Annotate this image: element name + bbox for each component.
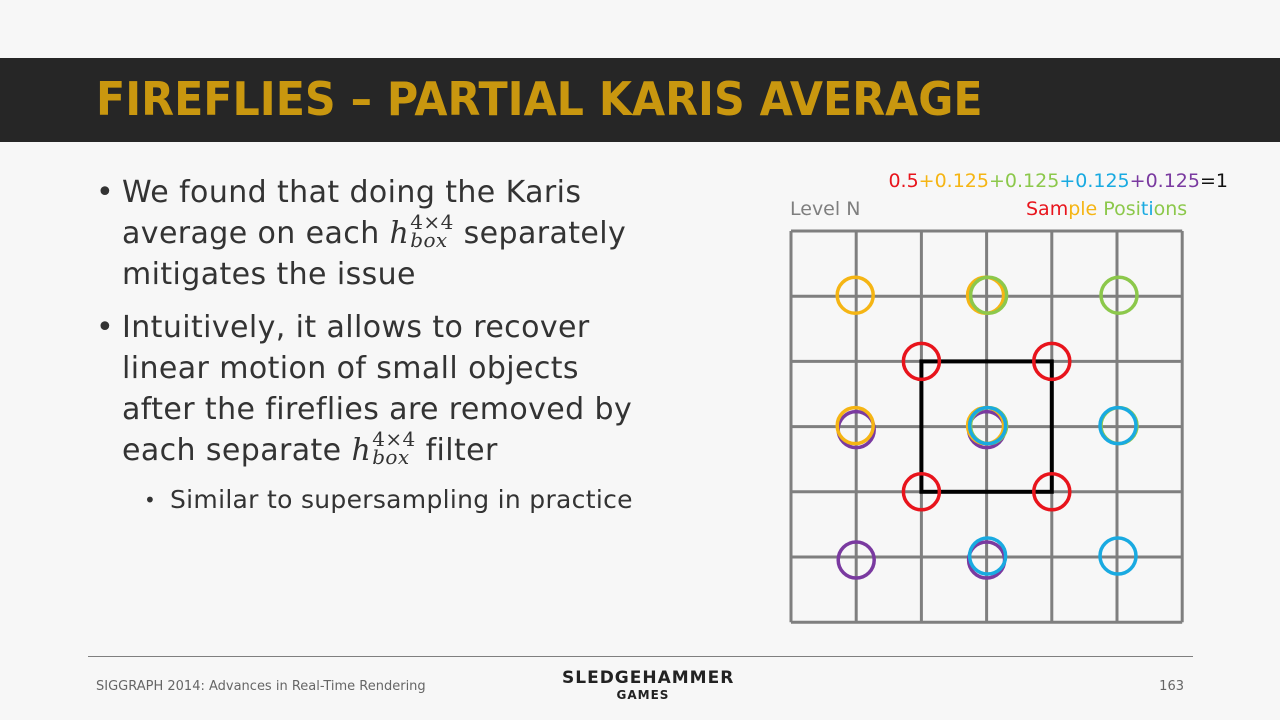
bullet-2: Intuitively, it allows to recover linear… xyxy=(96,307,656,471)
level-label: Level N xyxy=(790,198,861,220)
math-sup: 4×4 xyxy=(410,210,454,234)
sample-label-part-0: Sam xyxy=(1026,198,1069,220)
grid-lines xyxy=(789,229,1184,624)
math-base: h xyxy=(351,433,372,468)
bullet-1-text-pre: We found that doing the Karis average on… xyxy=(122,175,582,251)
sample-circles xyxy=(835,275,1139,580)
weights-equation: 0.5+0.125+0.125+0.125+0.125=1 xyxy=(888,170,1228,192)
slide-title: FIREFLIES – PARTIAL KARIS AVERAGE xyxy=(96,72,983,126)
equation-term-0: 0.5 xyxy=(888,170,919,192)
bullet-1: We found that doing the Karis average on… xyxy=(96,172,656,295)
sample-circle-blue-11 xyxy=(1098,405,1138,446)
math-h-box-2: h 4×4 box xyxy=(351,429,415,470)
logo-line-1: SLEDGEHAMMER xyxy=(562,668,735,688)
bullet-1-text-post: separately mitigates the issue xyxy=(122,216,627,292)
math-h-box-1: h 4×4 box xyxy=(389,212,454,253)
equation-term-3: +0.125 xyxy=(1059,170,1130,192)
sample-circle-green-2 xyxy=(968,275,1009,315)
title-bar xyxy=(0,58,1280,142)
footer-conference: SIGGRAPH 2014: Advances in Real-Time Ren… xyxy=(96,679,426,694)
math-base: h xyxy=(389,216,410,251)
bullet-2-text-pre: Intuitively, it allows to recover linear… xyxy=(122,310,633,468)
sample-circle-purple-12 xyxy=(836,540,876,580)
bullet-2-text-post: filter xyxy=(415,433,498,468)
equation-term-4: +0.125 xyxy=(1129,170,1200,192)
sample-circle-red-19 xyxy=(1032,472,1072,512)
equation-term-2: +0.125 xyxy=(989,170,1060,192)
sample-circle-yellow-5 xyxy=(835,405,875,446)
sample-circle-red-18 xyxy=(901,472,942,512)
equation-term-5: =1 xyxy=(1199,170,1228,192)
math-sup: 4×4 xyxy=(372,427,416,451)
sample-positions-label: Sample Positions xyxy=(1026,198,1187,220)
footer-divider xyxy=(88,656,1193,657)
sample-circle-yellow-0 xyxy=(835,275,875,315)
sample-circle-green-3 xyxy=(1099,275,1139,315)
bullet-list: We found that doing the Karis average on… xyxy=(96,172,656,517)
math-sub: box xyxy=(410,228,448,252)
equation-term-1: +0.125 xyxy=(918,170,989,192)
sample-circle-blue-15 xyxy=(1098,536,1138,576)
sample-label-part-1: ple xyxy=(1068,198,1104,220)
sledgehammer-logo: SLEDGEHAMMER GAMES xyxy=(562,668,735,702)
page-number: 163 xyxy=(1159,679,1184,694)
sample-label-part-3: ti xyxy=(1140,198,1154,220)
sample-circle-blue-9 xyxy=(967,405,1008,446)
sample-circle-red-17 xyxy=(1032,341,1072,382)
sub-bullet-1: Similar to supersampling in practice xyxy=(144,483,656,517)
logo-line-2: GAMES xyxy=(616,688,670,702)
filter-box xyxy=(919,359,1054,494)
sample-circle-red-16 xyxy=(901,341,942,382)
sample-label-part-2: Posi xyxy=(1103,198,1141,220)
sample-circle-blue-14 xyxy=(967,536,1008,576)
sample-label-part-4: ons xyxy=(1153,198,1188,220)
math-sub: box xyxy=(372,445,410,469)
filter-box-rect xyxy=(919,359,1054,494)
